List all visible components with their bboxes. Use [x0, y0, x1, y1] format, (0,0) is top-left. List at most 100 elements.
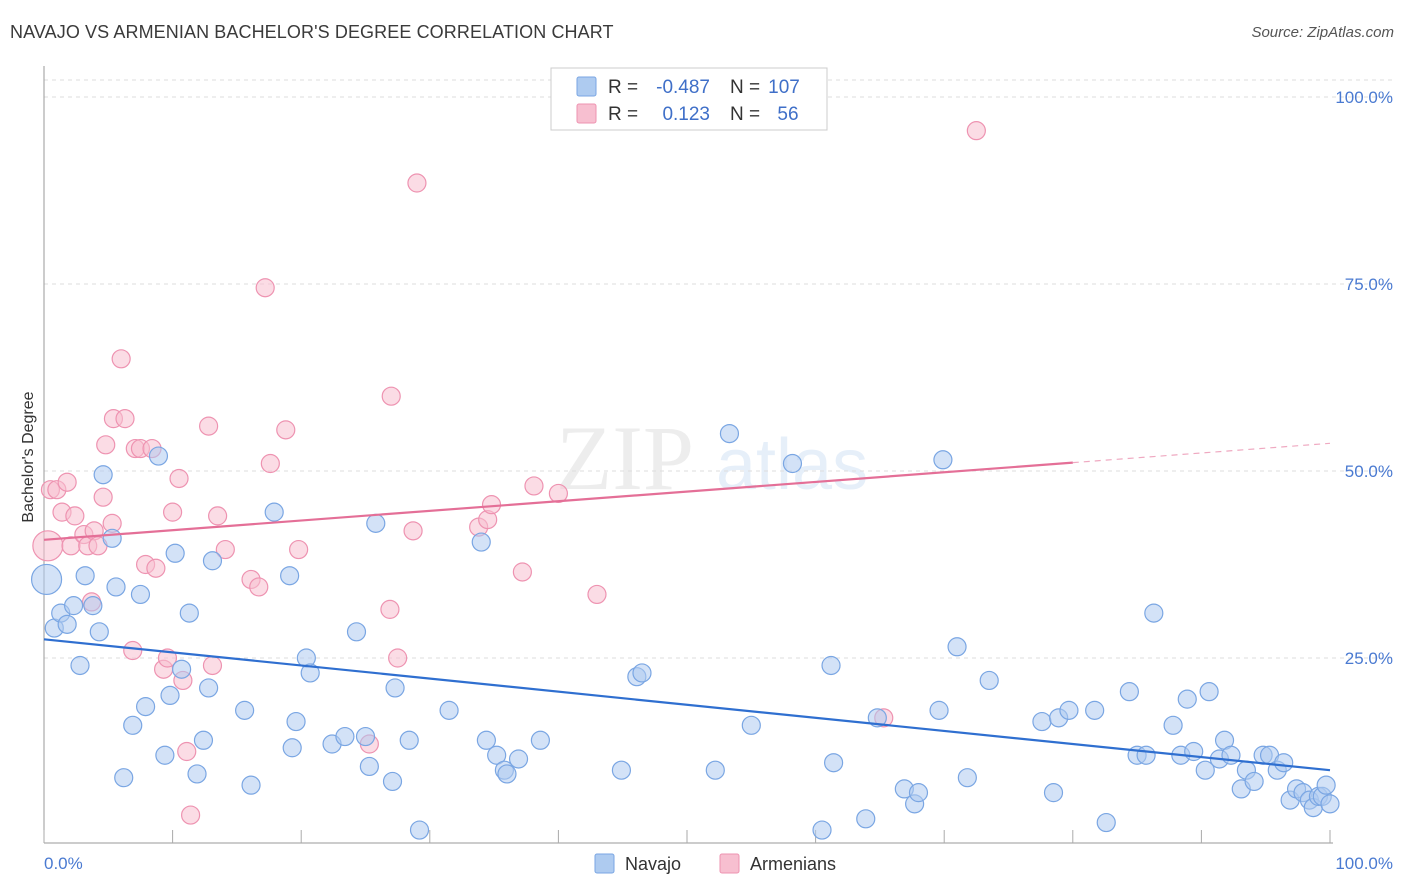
navajo-point — [286, 711, 306, 732]
stats-legend-box — [550, 67, 828, 131]
navajo-n-label: N = — [730, 77, 760, 98]
armenian-point — [407, 173, 427, 193]
armenian-point — [524, 476, 544, 496]
navajo-point — [1032, 711, 1052, 732]
armenian-point — [403, 521, 423, 541]
navajo-point — [719, 424, 740, 444]
navajo-point — [1144, 603, 1164, 623]
trend-lines — [43, 442, 1331, 772]
navajo-point — [1059, 700, 1079, 720]
navajo-point — [30, 563, 63, 596]
y-tick-label: 25.0% — [1345, 649, 1393, 668]
navajo-point — [530, 730, 550, 750]
armenian-point — [255, 278, 275, 298]
navajo-point — [1195, 760, 1215, 780]
armenian-point — [215, 539, 235, 560]
armenian-point — [146, 558, 166, 578]
navajo-point — [179, 603, 199, 623]
navajo-point — [1119, 682, 1139, 702]
navajo-point — [1320, 794, 1340, 814]
navajo-point — [335, 726, 355, 747]
navajo-point — [1199, 682, 1219, 702]
navajo-point — [908, 783, 929, 803]
armenians-n-label: N = — [730, 104, 760, 125]
y-tick-label: 75.0% — [1345, 275, 1393, 294]
navajo-point — [1163, 715, 1183, 735]
navajo-point — [160, 685, 180, 706]
navajo-point — [782, 453, 803, 474]
navajo-point — [264, 502, 284, 522]
armenians-bottom-swatch — [719, 853, 740, 874]
navajo-trend-line — [43, 638, 1331, 772]
armenian-point — [289, 539, 309, 560]
navajo-point — [282, 738, 302, 758]
navajo-point — [385, 678, 405, 698]
x-tick-label: 0.0% — [44, 854, 83, 873]
navajo-point — [300, 663, 320, 683]
navajo-point — [439, 700, 459, 720]
navajo-point — [75, 566, 95, 586]
y-tick-labels: 25.0% 50.0% 75.0% 100.0% — [1335, 88, 1393, 668]
armenian-point — [380, 599, 400, 619]
navajo-point — [929, 700, 949, 720]
navajo-point — [83, 596, 103, 616]
navajo-point — [476, 730, 496, 750]
y-tick-label: 50.0% — [1345, 462, 1393, 481]
armenian-point — [169, 468, 189, 489]
navajo-point — [741, 715, 761, 735]
navajo-point — [812, 820, 832, 840]
navajo-point — [193, 730, 214, 750]
armenian-point — [181, 805, 201, 825]
navajo-point — [202, 551, 223, 571]
navajo-point — [89, 622, 109, 642]
navajo-point — [1136, 745, 1156, 765]
armenian-point — [512, 562, 532, 582]
armenian-point — [57, 472, 77, 492]
navajo-point — [280, 566, 300, 586]
navajo-point — [366, 513, 386, 533]
navajo-point — [155, 745, 175, 765]
armenian-point — [96, 435, 116, 455]
navajo-legend-swatch — [576, 76, 597, 97]
navajo-point — [63, 596, 84, 616]
navajo-point — [93, 465, 113, 485]
navajo-point — [979, 670, 999, 691]
armenian-point — [381, 386, 401, 406]
navajo-point — [409, 820, 430, 840]
navajo-point — [867, 708, 887, 728]
x-tick-label: 100.0% — [1335, 854, 1393, 873]
armenians-r-label: R = — [608, 104, 638, 125]
armenian-point — [548, 483, 569, 504]
armenian-point — [93, 487, 113, 507]
navajo-point — [355, 726, 376, 747]
navajo-point — [1085, 700, 1105, 720]
navajo-point — [705, 760, 725, 780]
armenian-point — [388, 648, 408, 668]
navajo-point — [821, 655, 841, 676]
navajo-r-value: -0.487 — [656, 77, 710, 98]
armenian-point — [32, 530, 64, 562]
navajo-point — [172, 659, 192, 679]
navajo-point — [611, 760, 632, 780]
navajo-point — [106, 577, 126, 597]
armenian-point — [163, 502, 183, 522]
armenian-point — [157, 648, 178, 668]
navajo-point — [359, 756, 379, 777]
navajo-point — [487, 745, 507, 765]
navajo-n-value: 107 — [768, 77, 800, 98]
armenian-point — [123, 640, 143, 661]
navajo-point — [1177, 689, 1197, 709]
navajo-r-label: R = — [608, 77, 638, 98]
armenians-legend-label: Armenians — [750, 854, 836, 874]
navajo-point — [957, 768, 977, 788]
armenians-trend-line — [43, 461, 1073, 541]
navajo-point — [57, 614, 77, 634]
armenian-point — [249, 577, 269, 597]
navajo-point — [933, 450, 953, 470]
navajo-point — [148, 446, 169, 466]
navajo-point — [241, 775, 261, 795]
armenian-point — [481, 495, 502, 515]
stats-legend: R = -0.487 N = 107 R = 0.123 N = 56 — [550, 67, 828, 131]
navajo-point — [346, 622, 367, 642]
